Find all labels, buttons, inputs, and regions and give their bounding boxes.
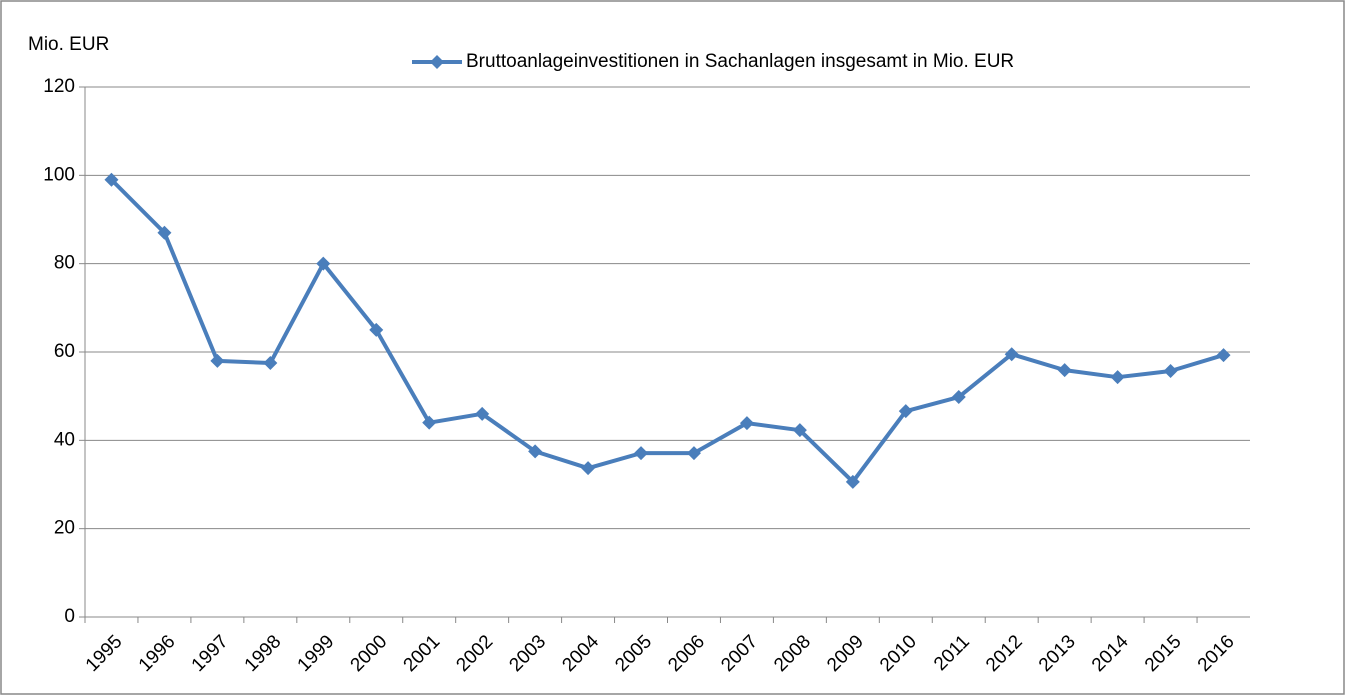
marker <box>1057 363 1072 378</box>
marker <box>1004 347 1019 362</box>
marker <box>316 256 331 271</box>
marker <box>898 404 913 419</box>
y-axis-title: Mio. EUR <box>28 34 109 55</box>
marker <box>792 423 807 438</box>
y-tick-label: 120 <box>43 76 75 97</box>
marker <box>1163 363 1178 378</box>
marker <box>369 322 384 337</box>
marker <box>739 416 754 431</box>
marker <box>263 356 278 371</box>
marker <box>104 172 119 187</box>
y-tick-label: 0 <box>64 606 75 627</box>
marker <box>1110 370 1125 385</box>
legend-label: Bruttoanlageinvestitionen in Sachanlagen… <box>466 51 1014 72</box>
y-tick-label: 20 <box>54 518 75 539</box>
marker <box>634 446 649 461</box>
marker <box>845 474 860 489</box>
marker <box>157 225 172 240</box>
y-tick-label: 40 <box>54 429 75 450</box>
marker <box>1216 348 1231 363</box>
y-tick-label: 80 <box>54 253 75 274</box>
marker <box>475 406 490 421</box>
marker <box>951 390 966 405</box>
legend-marker <box>430 55 444 69</box>
y-tick-label: 60 <box>54 341 75 362</box>
marker <box>686 446 701 461</box>
marker <box>422 415 437 430</box>
y-tick-label: 100 <box>43 164 75 185</box>
series-line <box>110 178 1225 484</box>
marker <box>528 444 543 459</box>
marker <box>210 353 225 368</box>
marker <box>581 461 596 476</box>
